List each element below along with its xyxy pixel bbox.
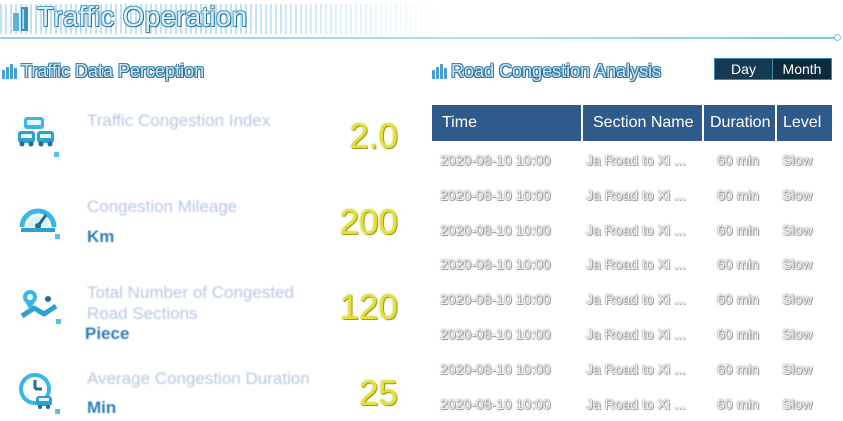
cell-time: 2020-08-10 10:00	[440, 395, 551, 412]
metric-label-congestion-mileage: Congestion Mileage	[87, 197, 238, 216]
column-header-duration[interactable]: Duration	[704, 105, 775, 141]
column-header-section-name[interactable]: Section Name	[583, 105, 702, 141]
table-row[interactable]: 2020-08-10 10:00 Ja Road to Xi ... 60 min S…	[432, 282, 832, 316]
cell-time: 2020-08-10 10:00	[440, 291, 551, 308]
cell-duration: 60 min	[717, 186, 760, 203]
cell-duration: 60 min	[717, 326, 760, 342]
car-congestion-icon	[18, 117, 54, 147]
metric-corner-marker	[55, 234, 60, 239]
cell-level: Slow	[782, 152, 813, 168]
cell-section-name: Ja Road to Xi ...	[586, 395, 686, 412]
metric-corner-marker	[56, 319, 61, 324]
metric-corner-marker	[54, 152, 59, 157]
cell-section-name: Ja Road to Xi ...	[586, 186, 686, 203]
cell-section-name: Ja Road to Xi ...	[586, 256, 686, 273]
cell-time: 2020-08-10 10:00	[440, 360, 551, 377]
cell-section-name: Ja Road to Xi ...	[586, 326, 686, 342]
cell-level: Slow	[782, 326, 813, 342]
metric-unit-congestion-mileage: Km	[87, 227, 115, 246]
table-header: Time Section Name Duration Level	[432, 105, 832, 141]
cell-duration: 60 min	[717, 256, 760, 273]
cell-duration: 60 min	[717, 221, 760, 238]
column-header-time[interactable]: Time	[432, 105, 581, 141]
metric-value-average-duration: 25	[359, 374, 398, 413]
metric-unit-average-duration: Min	[87, 398, 117, 417]
toggle-month-button[interactable]: Month	[782, 61, 822, 77]
building-logo-icon	[13, 7, 28, 31]
cell-level: Slow	[782, 291, 813, 308]
table-row[interactable]: 2020-08-10 10:00 Ja Road to Xi ... 60 min S…	[432, 143, 832, 177]
metric-value-congested-sections: 120	[339, 288, 398, 327]
cell-level: Slow	[782, 395, 813, 412]
clock-car-icon	[19, 373, 52, 409]
cell-level: Slow	[782, 221, 813, 238]
metric-label-average-duration: Average Congestion Duration	[87, 369, 310, 388]
cell-level: Slow	[782, 256, 813, 273]
metric-corner-marker	[55, 409, 60, 414]
metric-label-congestion-index: Traffic Congestion Index	[87, 111, 271, 130]
column-header-level[interactable]: Level	[777, 105, 832, 141]
table-row[interactable]: 2020-08-10 10:00 Ja Road to Xi ... 60 min S…	[432, 213, 832, 247]
section-title-traffic-data: Traffic Data Perception	[21, 61, 205, 81]
table-row[interactable]: 2020-08-10 10:00 Ja Road to Xi ... 60 min S…	[432, 352, 832, 386]
toggle-day-button[interactable]: Day	[715, 59, 773, 79]
cell-section-name: Ja Road to Xi ...	[586, 360, 686, 377]
table-row[interactable]: 2020-08-10 10:00 Ja Road to Xi ... 60 min S…	[432, 247, 832, 281]
cell-section-name: Ja Road to Xi ...	[586, 291, 686, 308]
cell-time: 2020-08-10 10:00	[440, 221, 551, 238]
cell-duration: 60 min	[717, 360, 760, 377]
cell-level: Slow	[782, 360, 813, 377]
metric-value-congestion-index: 2.0	[349, 117, 398, 156]
cell-duration: 60 min	[717, 291, 760, 308]
table-row[interactable]: 2020-08-10 10:00 Ja Road to Xi ... 60 min S…	[432, 317, 832, 351]
cell-section-name: Ja Road to Xi ...	[586, 221, 686, 238]
section-title-road-congestion: Road Congestion Analysis	[451, 61, 662, 81]
metric-label-congested-sections: Total Number of Congested Road Sections	[87, 283, 294, 323]
table-row[interactable]: 2020-08-10 10:00 Ja Road to Xi ... 60 min S…	[432, 178, 832, 212]
bar-chart-icon	[2, 64, 17, 79]
cell-time: 2020-08-10 10:00	[440, 256, 551, 273]
period-toggle: Day Month	[714, 58, 832, 80]
cell-section-name: Ja Road to Xi ...	[586, 152, 686, 168]
metric-value-congestion-mileage: 200	[339, 203, 398, 242]
table-row[interactable]: 2020-08-10 10:00 Ja Road to Xi ... 60 min S…	[432, 387, 832, 421]
header-band	[0, 4, 440, 34]
header-divider	[0, 37, 838, 39]
page-title: Traffic Operation	[37, 1, 248, 32]
metric-unit-congested-sections: Piece	[85, 324, 130, 343]
road-sections-icon	[20, 290, 58, 319]
cell-time: 2020-08-10 10:00	[440, 186, 551, 203]
cell-time: 2020-08-10 10:00	[440, 152, 551, 168]
cell-duration: 60 min	[717, 152, 760, 168]
cell-duration: 60 min	[717, 395, 760, 412]
cell-level: Slow	[782, 186, 813, 203]
cell-time: 2020-08-10 10:00	[440, 326, 551, 342]
speedometer-icon	[19, 208, 57, 232]
bar-chart-icon	[432, 64, 447, 79]
header-divider-dot	[834, 34, 841, 41]
